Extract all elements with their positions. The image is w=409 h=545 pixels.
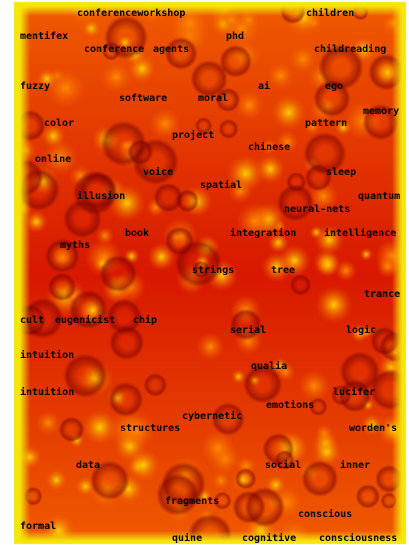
- term-label: emotions: [266, 400, 315, 411]
- term-label: ai: [258, 81, 271, 92]
- term-label: voice: [143, 167, 174, 178]
- term-label: fuzzy: [20, 81, 51, 92]
- term-label: serial: [230, 325, 267, 336]
- term-label: chip: [133, 315, 158, 326]
- term-label: eugenicist: [55, 315, 116, 326]
- term-label: color: [44, 118, 75, 129]
- term-label: moral: [198, 93, 229, 104]
- term-label: data: [76, 460, 101, 471]
- term-label: intelligence: [324, 228, 397, 239]
- term-label: worden's: [349, 423, 398, 434]
- term-label: fragments: [165, 496, 220, 507]
- term-label: conferenceworkshop: [77, 8, 186, 19]
- term-label: integration: [230, 228, 297, 239]
- term-label: spatial: [200, 180, 243, 191]
- term-label: intuition: [20, 387, 75, 398]
- term-label: mentifex: [20, 31, 69, 42]
- term-label: book: [125, 228, 150, 239]
- term-label: conscious: [298, 509, 353, 520]
- term-label: children: [306, 8, 355, 19]
- term-label: qualia: [251, 361, 288, 372]
- term-label: software: [119, 93, 168, 104]
- term-label: childreading: [314, 44, 387, 55]
- term-label: myths: [60, 240, 91, 251]
- term-label: illusion: [77, 191, 126, 202]
- term-label: structures: [120, 423, 181, 434]
- term-label: agents: [153, 44, 190, 55]
- term-label: chinese: [248, 142, 291, 153]
- term-label: pattern: [305, 118, 348, 129]
- term-label: cult: [20, 315, 45, 326]
- term-label: quantum: [358, 191, 401, 202]
- term-label: inner: [340, 460, 371, 471]
- term-label: project: [172, 130, 215, 141]
- term-label: formal: [20, 521, 57, 532]
- term-label: strings: [192, 265, 235, 276]
- term-label: memory: [363, 106, 400, 117]
- term-label: sleep: [326, 167, 357, 178]
- term-label: lucifer: [333, 387, 376, 398]
- term-label: online: [35, 154, 72, 165]
- term-label: cognitive: [242, 533, 297, 544]
- term-label: cybernetic: [182, 411, 243, 422]
- term-label: tree: [271, 265, 296, 276]
- term-label: conference: [84, 44, 145, 55]
- term-label: social: [265, 460, 302, 471]
- term-label: logic: [346, 325, 377, 336]
- term-label: intuition: [20, 350, 75, 361]
- term-label: ego: [325, 81, 344, 92]
- term-label: trance: [364, 289, 401, 300]
- term-label: consciousness: [319, 533, 398, 544]
- term-label: neural-nets: [284, 204, 351, 215]
- term-label: quine: [172, 533, 203, 544]
- term-label: phd: [226, 31, 245, 42]
